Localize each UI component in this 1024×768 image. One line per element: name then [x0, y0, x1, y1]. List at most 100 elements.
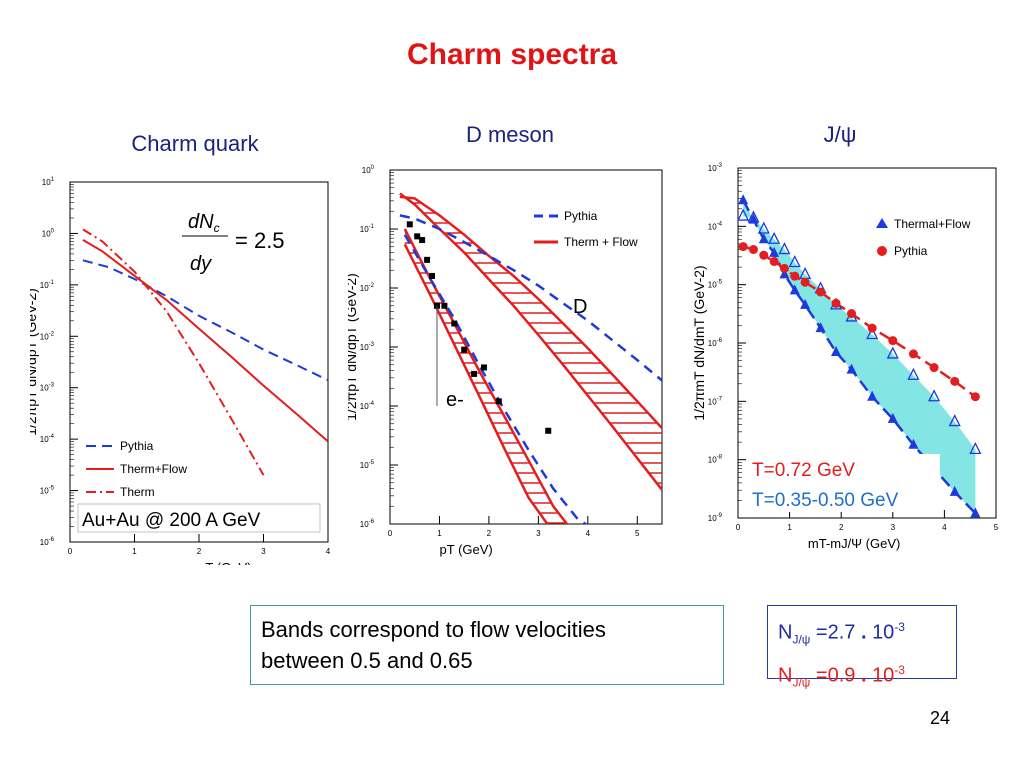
- x-tick-label: 2: [839, 523, 844, 532]
- e-band-lower: [403, 243, 549, 524]
- subtitle-charm-quark: Charm quark: [131, 131, 259, 156]
- annotation-t-035-050: T=0.35-0.50 GeV: [752, 490, 899, 511]
- legend-label: Pythia: [564, 209, 598, 223]
- series-line-1: [82, 239, 328, 443]
- pythia-point: [929, 363, 939, 373]
- y-tick-label: 10-1: [360, 224, 375, 234]
- thermal-flow-point-filled: [867, 390, 878, 401]
- thermal-flow-point-filled: [779, 268, 790, 279]
- n-jpsi-line-2: NJ/ψ =0.9 . 10-3: [778, 662, 905, 690]
- x-tick-label: 3: [536, 529, 541, 538]
- thermal-flow-point-filled: [789, 284, 800, 295]
- thermal-flow-point-filled: [769, 246, 780, 257]
- bands-note-line1: Bands correspond to flow velocities: [261, 617, 606, 642]
- x-tick-label: 4: [326, 547, 331, 556]
- x-tick-label: 0: [68, 547, 73, 556]
- y-tick-label: 10-2: [360, 283, 375, 293]
- pythia-point: [759, 250, 769, 260]
- x-tick-label: 3: [261, 547, 266, 556]
- x-tick-label: 0: [388, 529, 393, 538]
- y-tick-label: 10-9: [708, 513, 723, 523]
- d-band-upper: [399, 195, 662, 430]
- x-tick-label: 2: [487, 529, 492, 538]
- legend-label: Therm + Flow: [564, 235, 638, 249]
- thermal-flow-point-filled: [908, 438, 919, 449]
- thermal-flow-point-open: [969, 441, 982, 455]
- pythia-point: [888, 336, 898, 346]
- d-band-lower: [399, 192, 662, 491]
- legend-label: Therm: [120, 485, 155, 499]
- pythia-point: [867, 323, 877, 333]
- thermal-flow-point-open: [928, 389, 941, 402]
- thermal-flow-point-filled: [846, 363, 857, 374]
- d-pythia-line: [399, 214, 662, 382]
- subtitle-jpsi: J/ψ: [823, 122, 857, 147]
- legend-swatch: [876, 218, 888, 228]
- x-tick-label: 1: [787, 523, 792, 532]
- y-tick-label: 10-4: [708, 221, 723, 231]
- n-jpsi-box: NJ/ψ =2.7 . 10-3 NJ/ψ =0.9 . 10-3: [767, 605, 957, 689]
- thermal-flow-point-filled: [949, 485, 960, 496]
- annotation-au-au: Au+Au @ 200 A GeV: [82, 510, 261, 531]
- e-data-point: [480, 364, 487, 371]
- thermal-flow-point-open: [866, 327, 879, 340]
- chart-jpsi: 0 1 2 3 4 5 10-9 10-8 10-7 10-6 10-5 10-4 10-3 mT-mJ/…: [690, 158, 1002, 570]
- series-line-2: [82, 228, 265, 476]
- e-data-point: [419, 237, 426, 244]
- pythia-point: [779, 263, 789, 273]
- page-number: 24: [930, 708, 951, 728]
- y-tick-label: 101: [42, 177, 55, 187]
- pythia-point: [816, 287, 826, 297]
- y-tick-label: 10-2: [40, 331, 55, 341]
- x-axis-label: pT (GeV): [198, 560, 251, 565]
- x-tick-label: 3: [891, 523, 896, 532]
- e-data-point: [471, 370, 478, 377]
- y-tick-label: 10-5: [708, 280, 723, 290]
- thermal-flow-point-open: [886, 346, 899, 359]
- thermal-flow-point-filled: [815, 322, 826, 333]
- legend-label: Pythia: [120, 439, 154, 453]
- y-tick-label: 10-5: [40, 486, 55, 496]
- e-data-point: [461, 346, 468, 353]
- svg-text:dy: dy: [190, 253, 212, 275]
- y-axis-label: 1/2πmT dN/dmT (GeV-2): [691, 265, 707, 420]
- pythia-point: [769, 256, 779, 266]
- y-tick-label: 10-7: [708, 396, 723, 406]
- y-tick-label: 10-8: [708, 455, 723, 465]
- y-tick-label: 10-6: [708, 338, 723, 348]
- y-tick-label: 10-1: [40, 280, 55, 290]
- legend-label: Therm+Flow: [120, 462, 187, 476]
- pythia-point: [790, 271, 800, 281]
- legend-label: Pythia: [894, 244, 928, 258]
- pythia-point: [950, 376, 960, 386]
- y-tick-label: 10-6: [360, 519, 375, 529]
- series-line-0: [82, 259, 328, 382]
- slide-title: Charm spectra: [406, 38, 618, 71]
- x-tick-label: 1: [132, 547, 137, 556]
- y-tick-label: 10-3: [40, 383, 55, 393]
- thermal-flow-point-filled: [738, 194, 749, 205]
- e-data-point: [441, 302, 448, 309]
- y-tick-label: 10-4: [360, 401, 375, 411]
- bands-note-box: Bands correspond to flow velocities betw…: [250, 605, 724, 685]
- y-axis-label: 1/2πpT dN/dpT (GeV-2): [30, 288, 39, 436]
- subtitle-d-meson: D meson: [465, 122, 555, 147]
- pythia-point: [847, 309, 857, 319]
- e-data-point: [406, 221, 413, 228]
- thermal-flow-point-filled: [758, 233, 769, 244]
- n-jpsi-line-1: NJ/ψ =2.7 . 10-3: [778, 620, 905, 647]
- formula-value: = 2.5: [235, 228, 285, 253]
- x-tick-label: 1: [437, 529, 442, 538]
- legend-label: Thermal+Flow: [894, 217, 971, 231]
- y-tick-label: 100: [42, 228, 55, 238]
- annotation-t-072: T=0.72 GeV: [752, 460, 855, 481]
- thermal-flow-point-filled: [970, 507, 981, 518]
- e-data-point: [451, 320, 458, 327]
- x-tick-label: 5: [635, 529, 640, 538]
- thermal-flow-point-open: [778, 242, 791, 255]
- y-tick-label: 10-4: [40, 434, 55, 444]
- x-tick-label: 4: [942, 523, 947, 532]
- pythia-fit: [742, 245, 977, 398]
- pythia-point: [970, 392, 980, 402]
- y-tick-label: 10-5: [360, 460, 375, 470]
